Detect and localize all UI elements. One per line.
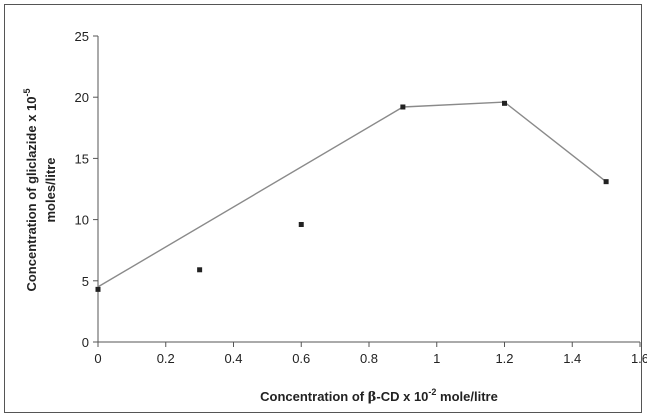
data-point [298,221,304,227]
data-point [95,286,101,292]
x-tick-label: 1.6 [631,351,647,366]
x-tick-label: 0.6 [292,351,310,366]
y-tick-label: 20 [75,90,89,105]
y-axis-title-line1: Concentration of gliclazide x 10-5 [22,88,39,291]
x-tick-label: 0.8 [360,351,378,366]
plot-area [95,100,609,292]
x-axis-title: Concentration of β-CD x 10-2 mole/litre [260,387,498,405]
data-point [603,179,609,185]
chart-frame [4,4,642,413]
data-point [502,100,507,106]
y-tick-label: 5 [82,274,89,289]
y-tick-label: 25 [75,29,89,44]
data-point [197,267,203,273]
y-axis-title-line2: moles/litre [43,157,58,222]
y-tick-label: 10 [75,213,89,228]
x-tick-label: 1.2 [495,351,513,366]
tick-labels: 0 5 10 15 20 25 0 0.2 0.4 0.6 0.8 1 1.2 1.4 1.6 [75,29,647,366]
series-line [97,101,607,288]
y-tick-label: 15 [75,151,89,166]
y-tick-label: 0 [82,335,89,350]
x-tick-label: 1 [433,351,440,366]
x-tick-label: 0.2 [157,351,175,366]
x-tick-label: 0 [94,351,101,366]
data-point [400,104,406,110]
axes [93,35,641,347]
x-tick-label: 0.4 [224,351,242,366]
x-tick-label: 1.4 [563,351,581,366]
